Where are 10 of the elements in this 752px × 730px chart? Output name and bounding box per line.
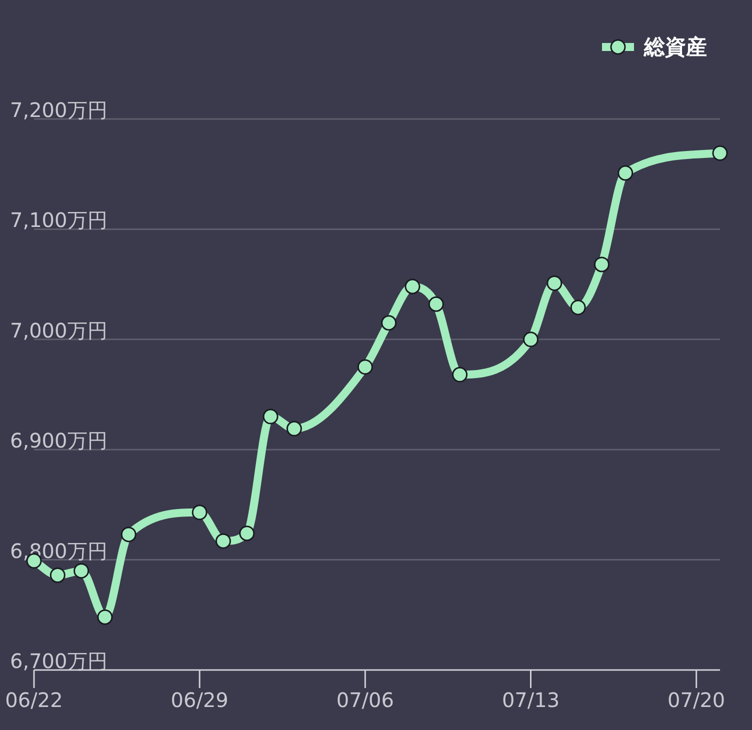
x-tick-label: 07/06 (336, 688, 394, 712)
y-tick-label: 7,000万円 (10, 318, 108, 342)
x-tick-label: 07/20 (668, 688, 726, 712)
x-tick-label: 06/29 (170, 688, 228, 712)
legend-label: 総資産 (643, 35, 707, 59)
x-tick-label: 07/13 (502, 688, 560, 712)
y-tick-label: 7,100万円 (10, 208, 108, 232)
y-tick-label: 6,900万円 (10, 428, 108, 453)
y-tick-label: 7,200万円 (10, 98, 108, 122)
x-tick-label: 06/22 (5, 688, 63, 712)
